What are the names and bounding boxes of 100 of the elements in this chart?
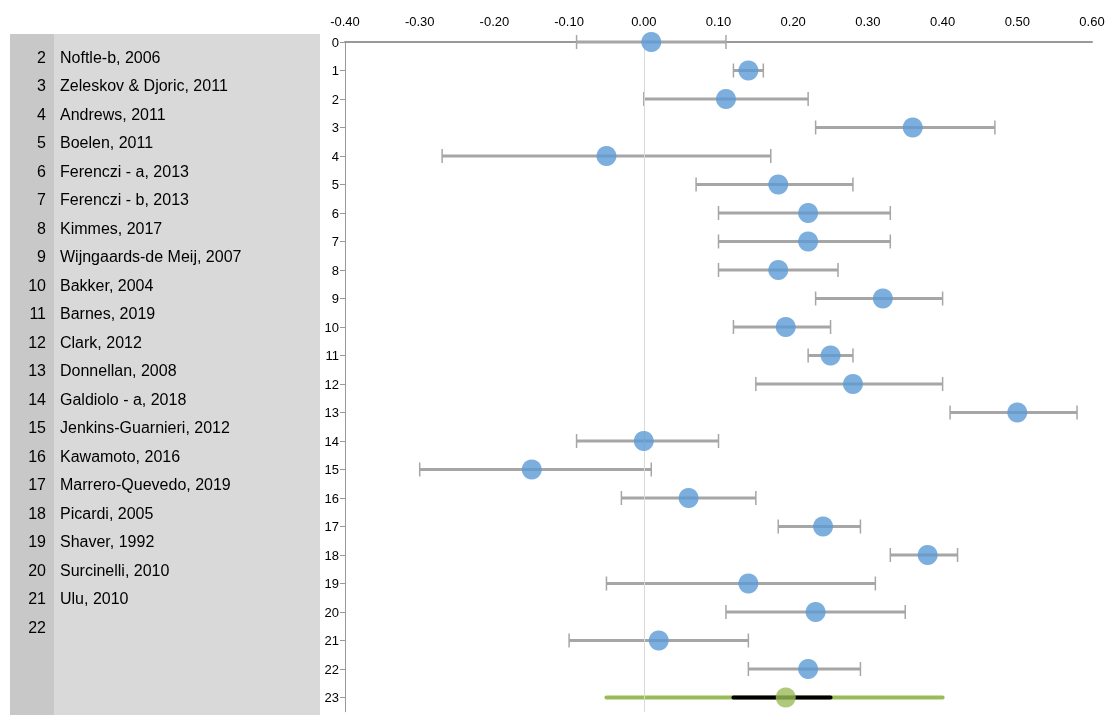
- text: Clark, 2012: [60, 333, 142, 352]
- text: 3: [36, 77, 46, 95]
- y-tick-label: 13: [324, 405, 339, 420]
- y-tick-label: 23: [324, 690, 339, 705]
- text: Picardi, 2005: [60, 504, 154, 523]
- text: 7: [36, 191, 46, 209]
- text: Galdiolo - a, 2018: [60, 390, 187, 409]
- x-tick-label: 0.50: [1004, 14, 1030, 29]
- x-tick-label: 0.10: [705, 14, 732, 29]
- text: Ferenczi - a, 2013: [60, 162, 189, 181]
- point: [917, 545, 938, 565]
- text: 5: [36, 134, 46, 152]
- text: 13: [27, 362, 46, 380]
- text: Noftle-b, 2006: [60, 48, 161, 67]
- x-tick-label: 0.00: [631, 14, 657, 29]
- text: Jenkins-Guarnieri, 2012: [60, 419, 230, 437]
- point: [902, 117, 923, 138]
- y-tick-label: 2: [331, 91, 339, 107]
- point: [798, 203, 819, 223]
- y-tick-label: 21: [324, 633, 339, 648]
- y-tick-label: 6: [331, 205, 339, 221]
- text: Surcinelli, 2010: [60, 561, 170, 580]
- y-tick-label: 3: [331, 120, 339, 135]
- point: [648, 630, 669, 651]
- y-tick-label: 10: [324, 319, 339, 335]
- text: Kimmes, 2017: [60, 219, 163, 238]
- text: 2: [36, 48, 46, 67]
- y-tick-label: 22: [324, 661, 339, 677]
- text: 22: [27, 618, 46, 637]
- y-tick-label: 7: [331, 234, 339, 249]
- text: 16: [27, 447, 46, 466]
- x-tick-label: -0.10: [554, 14, 584, 29]
- point: [738, 60, 759, 81]
- point: [641, 32, 662, 52]
- text: 12: [27, 333, 46, 352]
- text: 8: [36, 219, 46, 238]
- x-tick-label: 0.20: [780, 14, 806, 29]
- text: 9: [36, 248, 46, 266]
- point: [521, 459, 542, 480]
- y-tick-label: 11: [325, 348, 339, 363]
- text: Bakker, 2004: [60, 276, 154, 295]
- x-tick-label: 0.60: [1079, 14, 1105, 29]
- text: Kawamoto, 2016: [60, 447, 181, 466]
- x-tick-label: -0.30: [404, 14, 435, 29]
- y-tick-label: 1: [331, 63, 339, 78]
- point: [842, 374, 863, 394]
- text: Boelen, 2011: [60, 134, 154, 152]
- point: [820, 345, 841, 366]
- point: [678, 488, 699, 508]
- y-tick-label: 20: [324, 604, 339, 620]
- text: 19: [27, 533, 46, 551]
- y-tick-label: 9: [331, 291, 339, 306]
- point: [1007, 402, 1028, 423]
- x-tick-label: 0.30: [855, 14, 881, 29]
- x-tick-label: -0.20: [479, 14, 510, 29]
- text: 11: [28, 305, 46, 323]
- text: 10: [27, 276, 46, 295]
- point: [633, 431, 654, 451]
- point: [813, 516, 834, 537]
- text: 21: [27, 590, 46, 608]
- text: 6: [36, 162, 46, 181]
- y-tick-label: 15: [324, 462, 339, 477]
- text: Donnellan, 2008: [60, 362, 177, 380]
- point: [775, 317, 796, 337]
- text: 15: [27, 419, 46, 437]
- y-tick-label: 12: [324, 376, 339, 392]
- y-tick-label: 16: [324, 490, 339, 506]
- point: [738, 573, 759, 594]
- y-tick-label: 17: [324, 519, 339, 534]
- text: 14: [27, 390, 46, 409]
- text: 18: [27, 504, 46, 523]
- y-tick-label: 14: [324, 433, 339, 449]
- point: [775, 687, 796, 708]
- text: Barnes, 2019: [60, 305, 156, 323]
- x-tick-label: -0.40: [330, 14, 360, 29]
- text: Andrews, 2011: [60, 105, 166, 124]
- point: [768, 174, 789, 195]
- text: Ferenczi - b, 2013: [60, 191, 189, 209]
- y-tick-label: 19: [324, 576, 339, 591]
- text: Marrero-Quevedo, 2019: [60, 476, 231, 494]
- point: [798, 231, 819, 252]
- y-tick-label: 5: [331, 177, 339, 192]
- text: Wijngaards-de Meij, 2007: [60, 248, 242, 266]
- text: Ulu, 2010: [60, 590, 129, 608]
- point: [596, 146, 617, 166]
- point: [805, 602, 826, 622]
- x-tick-label: 0.40: [929, 14, 956, 29]
- text: 20: [27, 561, 46, 580]
- text: Zeleskov & Djoric, 2011: [60, 77, 228, 95]
- point: [872, 288, 893, 309]
- text: Shaver, 1992: [60, 533, 155, 551]
- y-tick-label: 8: [331, 262, 339, 278]
- point: [768, 260, 789, 280]
- y-tick-label: 18: [324, 547, 339, 563]
- text: 17: [27, 476, 46, 494]
- y-tick-label: 0: [331, 34, 339, 50]
- point: [715, 89, 736, 109]
- point: [798, 659, 819, 679]
- text: 4: [36, 105, 46, 124]
- y-tick-label: 4: [331, 148, 339, 164]
